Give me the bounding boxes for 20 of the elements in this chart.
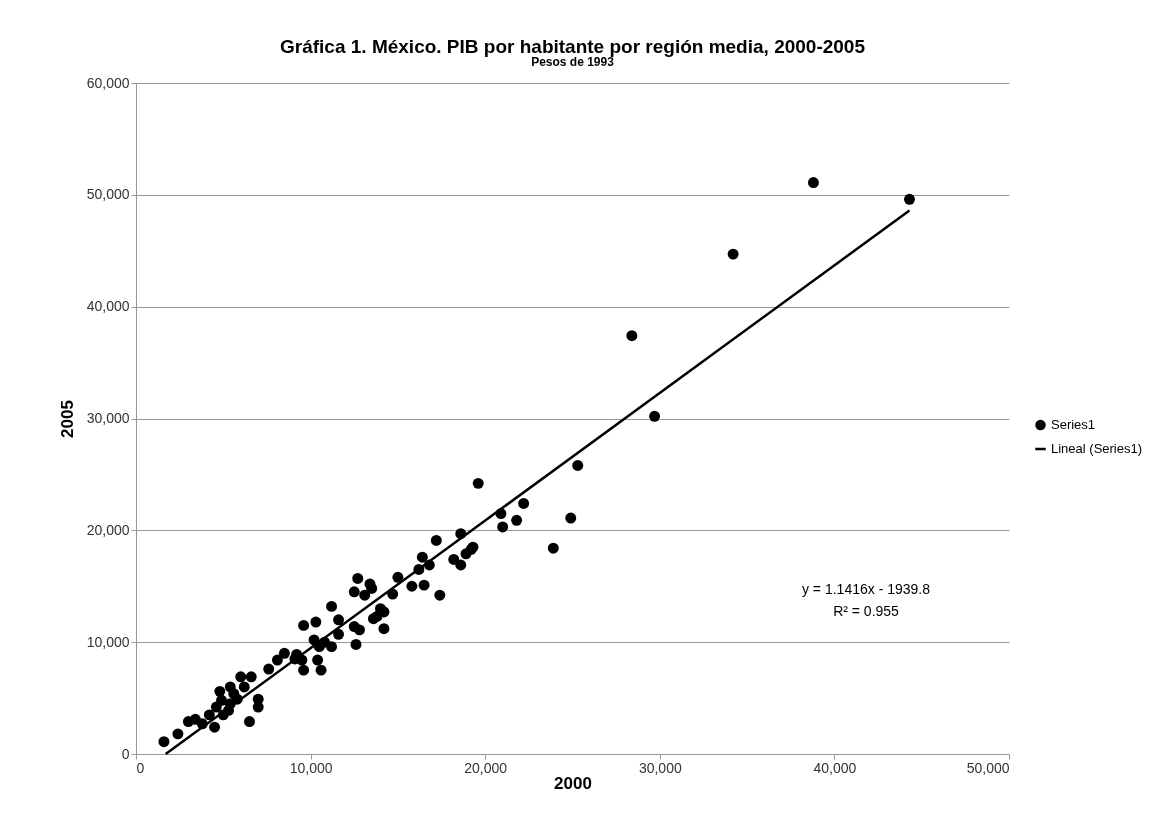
y-tick-label: 50,000	[86, 186, 130, 203]
y-tick-label: 60,000	[86, 74, 130, 91]
x-tick-label: 50,000	[966, 759, 1010, 776]
y-tick-label: 30,000	[86, 410, 130, 426]
chart-title: Gráfica 1. México. PIB por habitante por región media, 2000-2005	[280, 36, 866, 57]
x-tick-label: 30,000	[638, 759, 682, 776]
x-tick-label: 0	[136, 759, 145, 776]
y-tick-label: 10,000	[86, 633, 130, 650]
x-tick-label: 40,000	[813, 759, 857, 776]
annotation: y = 1.1416x - 1939.8	[801, 581, 931, 597]
legend-label: Series1	[1051, 417, 1096, 432]
y-tick-label: 0	[121, 745, 130, 762]
y-axis-title: 2005	[57, 400, 77, 438]
x-tick-label: 10,000	[289, 759, 333, 776]
annotation: R² = 0.955	[833, 603, 900, 619]
legend-label: Lineal (Series1)	[1051, 441, 1143, 456]
y-tick-label: 20,000	[86, 521, 130, 538]
x-axis-title: 2000	[554, 773, 592, 793]
y-tick-label: 40,000	[86, 298, 130, 315]
x-tick-label: 20,000	[464, 759, 508, 776]
